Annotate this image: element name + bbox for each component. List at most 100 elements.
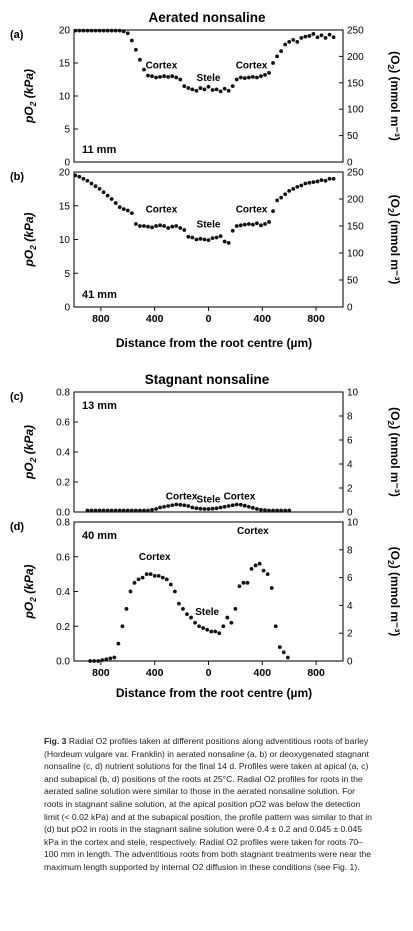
- region-label: Stele: [197, 494, 221, 505]
- depth-annotation: 11 mm: [82, 144, 116, 156]
- data-point: [85, 178, 90, 183]
- data-point: [277, 645, 282, 649]
- data-point: [263, 72, 267, 77]
- y2-tick-label: 50: [347, 131, 359, 142]
- y-tick-label: 10: [59, 235, 71, 246]
- data-point: [190, 87, 195, 92]
- data-point: [133, 508, 138, 513]
- data-point: [271, 61, 275, 65]
- data-point: [210, 506, 215, 511]
- data-point: [222, 504, 227, 509]
- data-point: [142, 508, 146, 513]
- data-point: [234, 502, 239, 507]
- data-point: [162, 224, 167, 228]
- data-point: [129, 38, 134, 43]
- data-point: [178, 226, 183, 230]
- data-point: [259, 507, 263, 512]
- data-point: [116, 641, 121, 646]
- data-point: [230, 84, 235, 88]
- data-point: [271, 209, 275, 214]
- y-tick-label: 5: [64, 125, 70, 136]
- data-point: [287, 39, 292, 44]
- data-point: [206, 507, 211, 511]
- data-point: [261, 568, 266, 573]
- data-point: [138, 508, 142, 513]
- y2-tick-label: 8: [347, 412, 353, 423]
- data-point: [283, 508, 288, 513]
- y2-tick-label: 250: [347, 168, 364, 179]
- region-label: Stele: [197, 219, 221, 230]
- data-point: [238, 502, 243, 507]
- data-point: [230, 503, 235, 508]
- data-point: [311, 32, 316, 36]
- data-point: [117, 205, 122, 210]
- data-point: [133, 222, 138, 226]
- data-point: [233, 606, 238, 611]
- data-point: [186, 504, 191, 508]
- data-point: [158, 223, 162, 228]
- data-point: [218, 234, 223, 239]
- group-title-stagnant: Stagnant nonsaline: [145, 372, 270, 387]
- data-point: [225, 615, 230, 620]
- data-point: [295, 184, 300, 189]
- x-tick-label: 400: [146, 667, 164, 679]
- data-point: [323, 178, 328, 183]
- data-point: [89, 508, 94, 513]
- data-point: [217, 631, 222, 636]
- data-point: [92, 659, 97, 663]
- data-point: [144, 572, 149, 577]
- data-point: [201, 626, 206, 630]
- data-point: [121, 508, 126, 513]
- data-point: [279, 195, 284, 200]
- data-point: [109, 28, 114, 33]
- data-point: [198, 506, 203, 511]
- y-tick-label: 15: [59, 201, 71, 212]
- region-label: Cortex: [237, 526, 269, 537]
- data-point: [267, 71, 271, 75]
- data-point: [81, 176, 86, 181]
- data-point: [162, 74, 167, 79]
- x-tick-label: 800: [92, 667, 110, 679]
- data-point: [202, 507, 207, 511]
- data-point: [253, 563, 258, 568]
- data-point: [303, 181, 308, 186]
- y2-tick-label: 2: [347, 629, 353, 640]
- data-point: [142, 67, 146, 72]
- data-point: [104, 657, 109, 662]
- data-point: [190, 505, 195, 510]
- x-tick-label: 400: [254, 313, 272, 325]
- data-point: [299, 183, 304, 188]
- data-point: [331, 176, 336, 181]
- y-tick-label: 0.6: [56, 418, 70, 429]
- data-point: [125, 208, 130, 213]
- region-label: Cortex: [236, 205, 268, 216]
- depth-annotation: 41 mm: [82, 289, 117, 301]
- data-point: [250, 505, 255, 510]
- data-point: [291, 186, 296, 191]
- y2-tick-label: 200: [347, 52, 364, 63]
- data-point: [186, 86, 191, 90]
- data-point: [194, 88, 199, 93]
- data-point: [105, 28, 110, 33]
- data-point: [229, 620, 234, 625]
- region-label: Stele: [195, 607, 219, 618]
- data-point: [273, 624, 278, 629]
- data-point: [136, 577, 141, 582]
- data-point: [283, 192, 288, 197]
- y-tick-label: 20: [59, 168, 71, 179]
- data-point: [109, 197, 114, 201]
- x-tick-label: 800: [307, 313, 325, 325]
- data-point: [197, 624, 201, 629]
- data-point: [89, 28, 94, 33]
- data-point: [265, 572, 270, 577]
- data-point: [222, 86, 227, 91]
- data-point: [154, 224, 158, 228]
- y2-tick-label: 0: [347, 303, 353, 314]
- data-point: [128, 589, 133, 594]
- data-point: [234, 77, 239, 82]
- panel-label: (a): [10, 29, 24, 41]
- group-title-aerated: Aerated nonsaline: [148, 10, 266, 25]
- data-point: [303, 34, 308, 39]
- data-point: [222, 239, 227, 244]
- caption-label: Fig. 3: [44, 736, 67, 746]
